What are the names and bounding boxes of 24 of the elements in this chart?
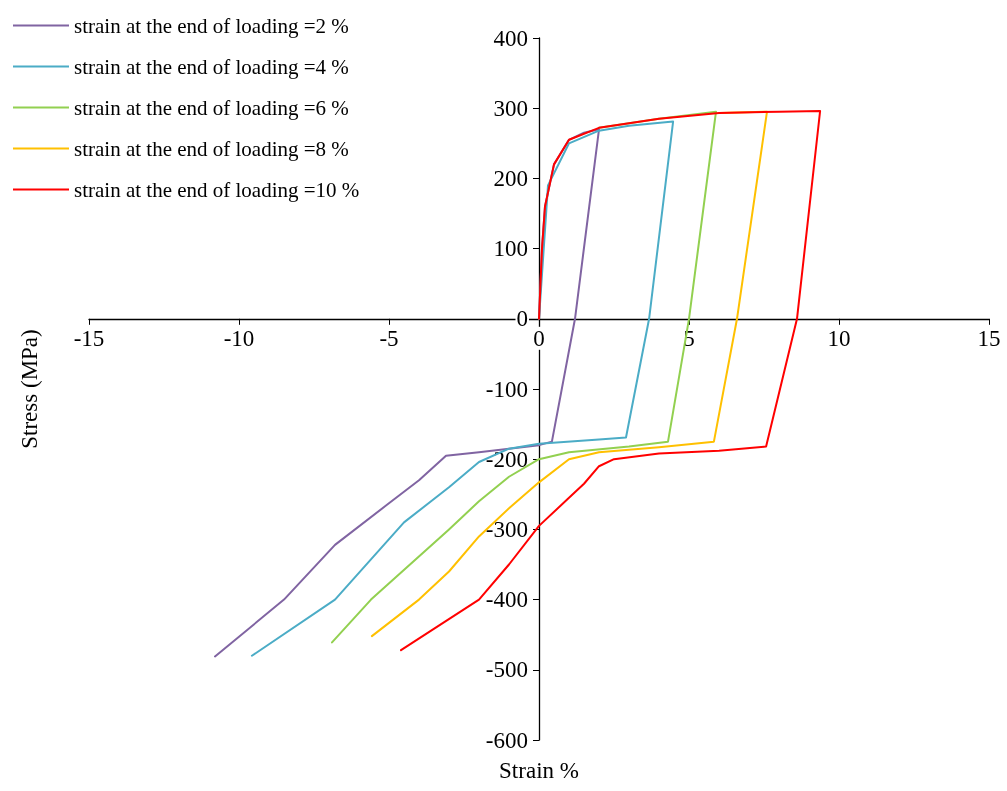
- x-axis-title: Strain %: [499, 757, 579, 783]
- legend-label: strain at the end of loading =4 %: [74, 54, 349, 79]
- x-tick-label: 10: [827, 325, 851, 351]
- y-tick-label: 200: [493, 165, 528, 191]
- legend-label: strain at the end of loading =10 %: [74, 177, 360, 202]
- legend-label: strain at the end of loading =2 %: [74, 13, 349, 38]
- legend-label: strain at the end of loading =6 %: [74, 95, 349, 120]
- y-tick-label: -200: [485, 446, 528, 472]
- x-tick-label: 15: [977, 325, 1001, 351]
- y-tick-label: -400: [485, 587, 528, 613]
- y-tick-label: -600: [485, 727, 528, 753]
- legend-label: strain at the end of loading =8 %: [74, 136, 349, 161]
- y-tick-label: 100: [493, 236, 528, 262]
- y-tick-label: -100: [485, 376, 528, 402]
- y-tick-label: 300: [493, 95, 528, 121]
- y-tick-label: 400: [493, 25, 528, 51]
- y-axis-title: Stress (MPa): [17, 329, 42, 449]
- x-tick-label: -15: [73, 325, 105, 351]
- y-tick-label: -500: [485, 657, 528, 683]
- x-tick-label: -5: [379, 325, 399, 351]
- x-tick-label: 0: [533, 325, 545, 351]
- y-tick-label: 0: [516, 306, 528, 332]
- x-tick-label: -10: [223, 325, 255, 351]
- y-tick-label: -300: [485, 516, 528, 542]
